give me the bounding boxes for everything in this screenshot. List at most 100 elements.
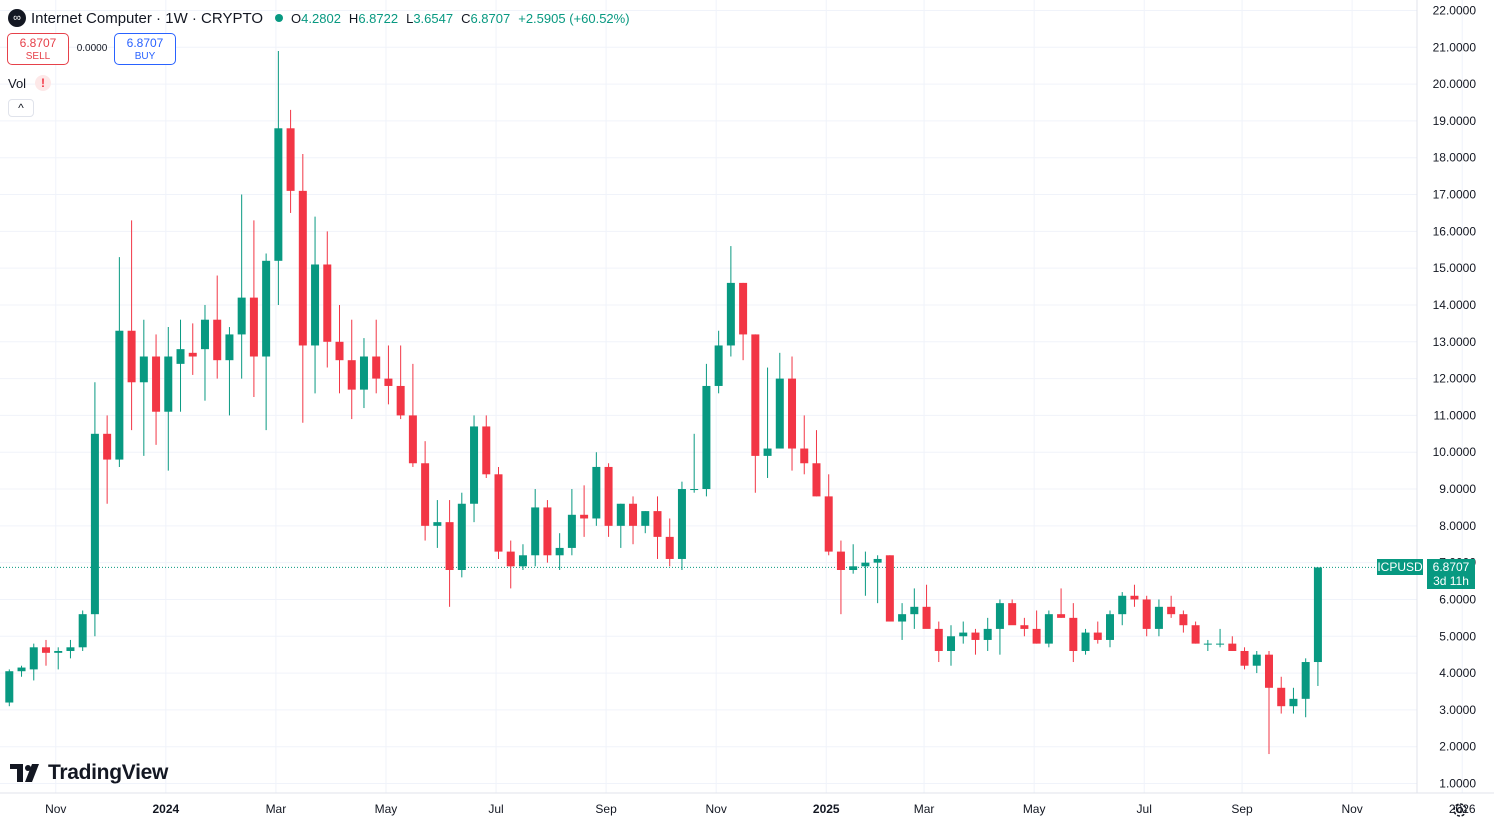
- candle: [1179, 610, 1188, 633]
- candle: [677, 481, 686, 571]
- candle-body: [1301, 662, 1310, 699]
- candle-body: [873, 558, 882, 563]
- candle: [567, 489, 576, 556]
- spread-value: 0.0000: [76, 43, 108, 54]
- candle-body: [1044, 614, 1053, 644]
- price-axis: 1.00002.00003.00004.00005.00006.00007.00…: [1433, 4, 1477, 791]
- candle-body: [1277, 687, 1286, 707]
- symbol-title[interactable]: Internet Computer · 1W · CRYPTO: [31, 9, 264, 27]
- candle: [1167, 595, 1176, 618]
- candle-body: [726, 282, 735, 346]
- y-tick-label: 6.0000: [1439, 592, 1476, 606]
- candle: [225, 327, 234, 416]
- candle-body: [78, 614, 87, 648]
- tradingview-wordmark: TradingView: [48, 761, 169, 784]
- candle: [164, 327, 173, 471]
- candle: [262, 253, 271, 431]
- close-label: C: [461, 10, 471, 26]
- candle-body: [1106, 614, 1114, 640]
- candle-body: [849, 566, 858, 571]
- candle: [139, 319, 148, 456]
- candle: [971, 628, 980, 655]
- candle: [1106, 610, 1114, 648]
- candle-body: [1142, 599, 1151, 629]
- sell-button[interactable]: 6.8707 SELL: [7, 33, 69, 65]
- high-value: 6.8722: [358, 10, 399, 26]
- candle-body: [506, 551, 515, 567]
- candle: [1264, 650, 1273, 755]
- candle-body: [1313, 567, 1322, 663]
- warning-icon[interactable]: !: [35, 75, 51, 91]
- candle-body: [812, 463, 821, 497]
- collapse-chevron-icon[interactable]: ^: [8, 99, 34, 117]
- y-tick-label: 18.0000: [1433, 151, 1477, 165]
- candle-body: [384, 378, 393, 386]
- candle: [335, 304, 344, 394]
- time-axis: Nov 2024 Mar May Jul Sep Nov 2025 Mar May Jul Sep No…: [45, 802, 1476, 816]
- candle: [372, 319, 381, 394]
- candle: [1191, 621, 1200, 644]
- candle-body: [567, 514, 576, 548]
- sell-price: 6.8707: [19, 36, 57, 50]
- x-tick-label: Sep: [595, 802, 617, 816]
- candle: [641, 511, 650, 534]
- y-tick-label: 9.0000: [1439, 482, 1476, 496]
- gear-icon[interactable]: [1451, 801, 1469, 819]
- candle: [775, 352, 784, 449]
- x-tick-label: Jul: [488, 802, 503, 816]
- candle-body: [836, 551, 845, 571]
- buy-button[interactable]: 6.8707 BUY: [114, 33, 176, 65]
- x-tick-label: May: [375, 802, 398, 816]
- y-tick-label: 16.0000: [1433, 224, 1477, 238]
- candle-body: [237, 297, 246, 335]
- candle-body: [152, 356, 161, 412]
- x-tick-label: Mar: [266, 802, 287, 816]
- candle: [17, 665, 26, 677]
- candle-body: [629, 503, 638, 526]
- candle-body: [1118, 595, 1127, 615]
- candle: [41, 639, 50, 666]
- candle-body: [90, 433, 99, 615]
- candle: [947, 625, 956, 666]
- market-status-dot[interactable]: [275, 14, 284, 22]
- candle: [1203, 639, 1212, 651]
- candle: [127, 220, 136, 431]
- candle: [506, 540, 515, 589]
- candle: [1154, 599, 1163, 637]
- candle-body: [1228, 643, 1237, 651]
- candle-body: [1130, 595, 1139, 600]
- x-tick-label: Nov: [45, 802, 66, 816]
- y-tick-label: 2.0000: [1439, 740, 1476, 754]
- candle-body: [983, 628, 992, 640]
- y-tick-label: 19.0000: [1433, 114, 1477, 128]
- candle-body: [1057, 614, 1066, 618]
- candle: [103, 415, 112, 504]
- candle: [5, 669, 14, 707]
- candle-body: [54, 650, 63, 653]
- candle-body: [176, 349, 185, 364]
- candle-body: [103, 433, 112, 460]
- bar-countdown: 3d 11h: [1433, 574, 1469, 588]
- candle: [1228, 636, 1237, 651]
- grid-lines: [0, 0, 1463, 793]
- x-tick-label: 2024: [152, 802, 179, 816]
- candle: [396, 345, 405, 420]
- candle: [29, 643, 38, 681]
- tradingview-logo[interactable]: TradingView: [10, 761, 168, 785]
- candle: [298, 154, 307, 423]
- volume-indicator-label[interactable]: Vol: [8, 76, 27, 91]
- candle-body: [66, 647, 75, 651]
- candle-body: [213, 319, 222, 361]
- candle: [1020, 617, 1029, 637]
- candle: [983, 617, 992, 651]
- x-tick-label: Mar: [914, 802, 935, 816]
- sell-label: SELL: [25, 51, 51, 62]
- candle-body: [5, 671, 14, 703]
- candle: [580, 485, 589, 537]
- infinity-logo-icon[interactable]: ∞: [8, 9, 26, 27]
- candle-body: [543, 507, 552, 556]
- candle: [1277, 676, 1286, 714]
- close-value: 6.8707: [470, 10, 511, 26]
- y-tick-label: 5.0000: [1439, 629, 1476, 643]
